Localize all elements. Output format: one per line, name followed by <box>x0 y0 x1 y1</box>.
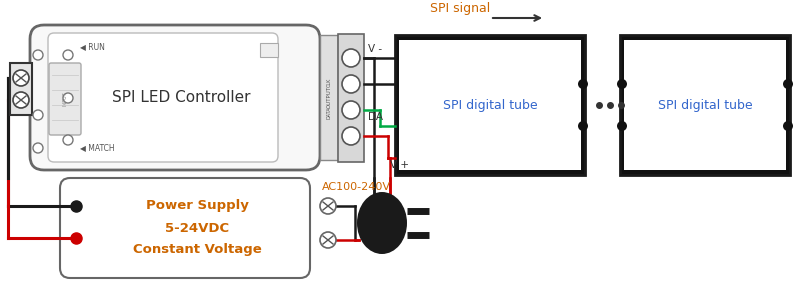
Text: SPI signal: SPI signal <box>430 2 490 15</box>
Bar <box>260 43 278 57</box>
Text: AC100-240V: AC100-240V <box>322 182 391 192</box>
Circle shape <box>320 232 336 248</box>
Circle shape <box>342 75 360 93</box>
Text: DA: DA <box>368 112 383 122</box>
Circle shape <box>617 79 627 89</box>
Text: 5-24VDC: 5-24VDC <box>166 222 230 235</box>
FancyBboxPatch shape <box>60 178 310 278</box>
Circle shape <box>33 110 43 120</box>
Text: DATA: DATA <box>326 106 331 119</box>
Text: CLK: CLK <box>326 78 331 87</box>
Bar <box>395 35 585 175</box>
Text: V -: V - <box>368 44 382 54</box>
Circle shape <box>578 121 588 131</box>
Text: SPI digital tube: SPI digital tube <box>442 99 538 111</box>
Circle shape <box>33 143 43 153</box>
Text: Power Supply: Power Supply <box>146 200 249 213</box>
Circle shape <box>63 50 73 60</box>
Bar <box>10 63 32 115</box>
Text: Constant Voltage: Constant Voltage <box>133 244 262 256</box>
Bar <box>624 40 786 170</box>
Bar <box>399 40 581 170</box>
FancyBboxPatch shape <box>30 25 320 170</box>
FancyBboxPatch shape <box>49 63 81 135</box>
Bar <box>620 35 790 175</box>
Circle shape <box>342 127 360 145</box>
Circle shape <box>342 49 360 67</box>
Circle shape <box>578 79 588 89</box>
Bar <box>338 34 364 162</box>
Circle shape <box>33 50 43 60</box>
Circle shape <box>320 198 336 214</box>
Text: V +: V + <box>390 160 409 170</box>
Circle shape <box>63 93 73 103</box>
FancyBboxPatch shape <box>48 33 278 162</box>
Circle shape <box>783 121 793 131</box>
Text: OUTPUT: OUTPUT <box>326 86 331 108</box>
Text: SPI LED Controller: SPI LED Controller <box>111 90 250 105</box>
Circle shape <box>13 70 29 86</box>
Circle shape <box>617 121 627 131</box>
Text: ◀ RUN: ◀ RUN <box>80 43 105 52</box>
Bar <box>320 35 338 160</box>
Circle shape <box>13 92 29 108</box>
Text: SPI digital tube: SPI digital tube <box>658 99 752 111</box>
Circle shape <box>342 101 360 119</box>
Text: ◀ MATCH: ◀ MATCH <box>80 144 114 153</box>
Ellipse shape <box>357 192 407 254</box>
Circle shape <box>63 135 73 145</box>
Text: INPUT: INPUT <box>62 92 67 106</box>
Circle shape <box>783 79 793 89</box>
